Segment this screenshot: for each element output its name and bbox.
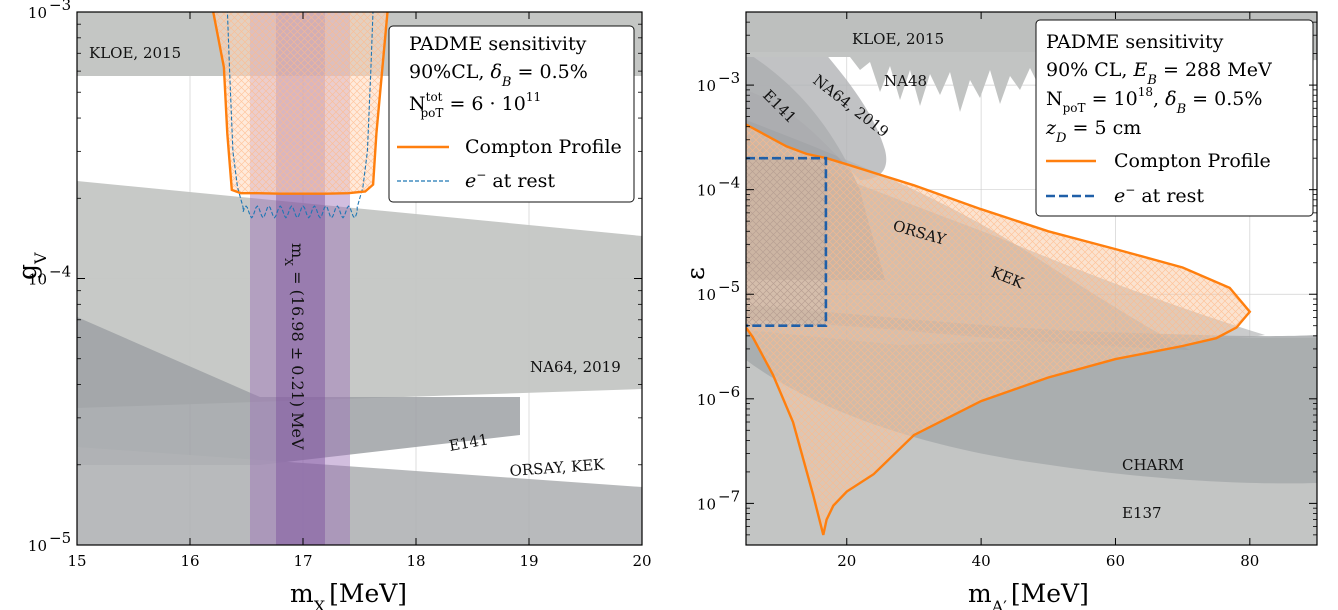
label-na48: NA48: [884, 72, 927, 90]
left-x-tick-label: 19: [519, 552, 538, 570]
legend-right-line2: 90% CL, EB = 288 MeV: [1046, 59, 1272, 88]
legend-right-line3: NpoT = 1018, δB = 0.5%: [1046, 85, 1262, 117]
right-chart: KLOE, 2015 NA48 E141 NA64, 2019 ORSAY KE…: [681, 11, 1318, 610]
right-y-tick-label: 10: [697, 391, 716, 409]
e141-region: [77, 317, 520, 465]
right-y-tick-exp: −5: [718, 278, 740, 296]
right-y-tick-label: 10: [697, 286, 716, 304]
left-x-axis-label: mX [MeV]: [290, 579, 407, 610]
label-e137: E137: [1122, 504, 1162, 522]
compton-hatch-right: [746, 124, 1250, 535]
right-y-tick-exp: −3: [718, 69, 740, 87]
legend-right-line4: zD = 5 cm: [1045, 117, 1141, 146]
legend-right-box: [1035, 19, 1314, 217]
left-x-tick-label: 17: [293, 552, 312, 570]
left-y-tick-exp: −5: [49, 529, 71, 547]
e-at-rest-fill-right: [746, 158, 826, 326]
left-x-tick-label: 20: [632, 552, 651, 570]
na48-region: [746, 52, 1317, 112]
label-kloe-right: KLOE, 2015: [852, 30, 944, 48]
right-x-tick-label: 80: [1240, 552, 1259, 570]
left-y-tick-label: 10: [28, 537, 47, 555]
right-y-axis-label: ε: [681, 267, 710, 280]
left-y-tick-exp: −4: [49, 263, 71, 281]
right-frame: [745, 11, 1318, 546]
right-x-tick-label: 40: [972, 552, 991, 570]
right-y-tick-label: 10: [697, 77, 716, 95]
label-charm: CHARM: [1122, 456, 1184, 474]
na64-region: [77, 181, 642, 408]
left-y-axis-label: gV: [13, 252, 50, 280]
compton-hatch-left: [213, 12, 388, 194]
left-y-tick-label: 10: [28, 271, 47, 289]
legend-left-box: [388, 25, 635, 203]
legend-left-rest: e− at rest: [465, 168, 555, 192]
legend-left-line3: Ntot poT = 6 · 1011: [409, 90, 541, 120]
right-y-tick-exp: −7: [718, 487, 740, 505]
compton-curve-right: [746, 123, 1252, 536]
right-y-tick-label: 10: [697, 182, 716, 200]
left-x-tick-label: 16: [180, 552, 199, 570]
right-y-tick-exp: −6: [718, 383, 740, 401]
left-y-tick-label: 10: [28, 4, 47, 22]
orsay-kek-region: [77, 447, 642, 545]
legend-right: PADME sensitivity 90% CL, EB = 288 MeV N…: [1035, 19, 1314, 217]
label-na64-left: NA64, 2019: [530, 358, 621, 376]
right-x-axis-label: mA′ [MeV]: [968, 579, 1089, 610]
compton-curve-left: [212, 12, 389, 195]
legend-left: PADME sensitivity 90%CL, δB = 0.5% Ntot p…: [388, 25, 635, 203]
legend-left-compton: Compton Profile: [465, 136, 622, 158]
legend-left-line2: 90%CL, δB = 0.5%: [409, 61, 588, 90]
right-x-tick-label: 20: [837, 552, 856, 570]
legend-right-title: PADME sensitivity: [1046, 31, 1224, 53]
legend-right-compton: Compton Profile: [1114, 150, 1271, 172]
left-x-tick-label: 18: [406, 552, 425, 570]
legend-right-rest: e− at rest: [1114, 183, 1204, 207]
mass-band-label: mX = (16.98 ± 0.21) MeV: [283, 243, 308, 450]
right-y-tick-exp: −4: [718, 174, 740, 192]
left-y-tick-exp: −3: [49, 0, 71, 14]
left-chart: KLOE, 2015 NA64, 2019 E141 ORSAY, KEK mX…: [13, 0, 652, 610]
label-kloe-left: KLOE, 2015: [89, 44, 181, 62]
right-x-tick-label: 60: [1106, 552, 1125, 570]
right-y-tick-label: 10: [697, 495, 716, 513]
e-at-rest-curve-right: [746, 156, 828, 327]
legend-left-title: PADME sensitivity: [409, 33, 587, 55]
left-x-tick-label: 15: [67, 552, 86, 570]
e-at-rest-curve-left: [226, 12, 374, 219]
